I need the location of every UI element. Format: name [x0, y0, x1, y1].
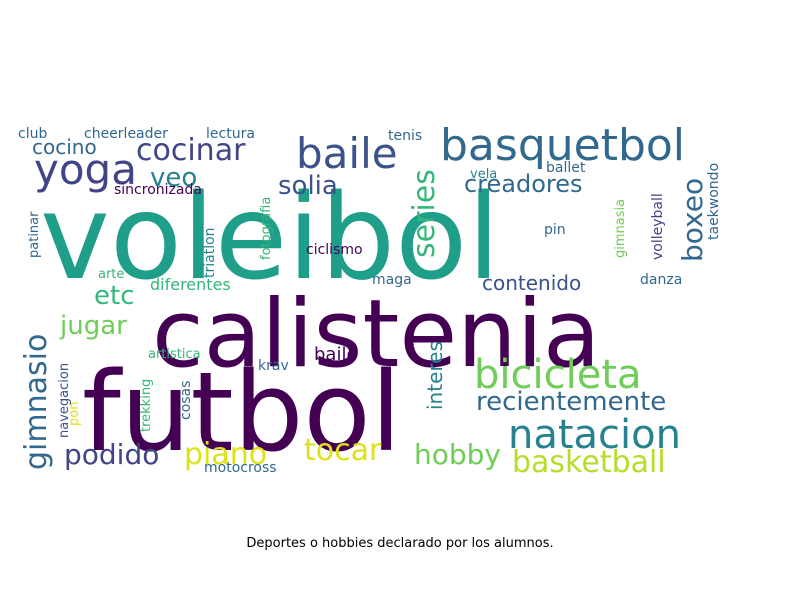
- word-patinar: patinar: [27, 211, 42, 258]
- word-lectura: lectura: [206, 126, 255, 142]
- word-yoga: yoga: [34, 145, 137, 194]
- word-volleyball: volleyball: [650, 193, 666, 260]
- word-ballet: ballet: [546, 160, 586, 176]
- word-vela: vela: [470, 167, 497, 182]
- word-boxeo: boxeo: [676, 178, 709, 262]
- word-cocino: cocino: [32, 135, 97, 159]
- word-gimnasia: gimnasia: [613, 199, 628, 258]
- word-navegacion: navegacion: [57, 363, 72, 438]
- word-baile: baile: [296, 129, 398, 178]
- word-interes: interes: [423, 341, 447, 410]
- word-gimnasio: gimnasio: [19, 334, 54, 470]
- word-bicicleta: bicicleta: [474, 352, 642, 398]
- word-podido: podido: [64, 438, 159, 471]
- word-solia: solia: [278, 171, 338, 201]
- word-etc: etc: [94, 281, 135, 311]
- word-basquetbol: basquetbol: [440, 120, 685, 171]
- word-voleibol: voleibol: [40, 168, 500, 306]
- word-calistenia: calistenia: [152, 280, 600, 389]
- word-sincronizada: sincronizada: [114, 182, 202, 198]
- word-recientemente: recientemente: [476, 387, 666, 417]
- word-contenido: contenido: [482, 271, 581, 295]
- word-krav: krav: [258, 358, 289, 374]
- word-arte: arte: [98, 267, 124, 282]
- word-tenis: tenis: [388, 128, 422, 144]
- word-maga: maga: [372, 272, 412, 288]
- word-jugar: jugar: [59, 311, 127, 341]
- word-cheerleader: cheerleader: [84, 126, 168, 142]
- word-veo: veo: [150, 163, 197, 193]
- word-diferentes: diferentes: [150, 275, 231, 294]
- word-tocar: tocar: [304, 433, 382, 468]
- word-ciclismo: ciclismo: [306, 242, 363, 258]
- word-cosas: cosas: [178, 381, 194, 420]
- word-piano: piano: [184, 437, 267, 472]
- word-motocross: motocross: [204, 460, 277, 476]
- word-cocinar: cocinar: [136, 133, 246, 168]
- word-hobby: hobby: [414, 438, 501, 471]
- word-pin: pin: [544, 222, 566, 238]
- word-fotografia: fotografia: [259, 197, 274, 260]
- word-natacion: natacion: [508, 412, 681, 458]
- word-triatlon: triatlon: [202, 227, 218, 278]
- word-futbol: futbol: [82, 348, 401, 476]
- word-creadores: creadores: [464, 170, 583, 198]
- word-basketball: basketball: [512, 445, 666, 480]
- word-danza: danza: [640, 272, 682, 288]
- word-trekking: trekking: [139, 379, 154, 432]
- word-series: series: [407, 169, 442, 258]
- word-bailo: bailo: [314, 344, 357, 365]
- word-pon: pon: [67, 402, 82, 426]
- word-club: club: [18, 126, 47, 142]
- word-artistica: artistica: [148, 347, 201, 362]
- figure-caption: Deportes o hobbies declarado por los alu…: [246, 536, 554, 551]
- word-taekwondo: taekwondo: [706, 163, 722, 240]
